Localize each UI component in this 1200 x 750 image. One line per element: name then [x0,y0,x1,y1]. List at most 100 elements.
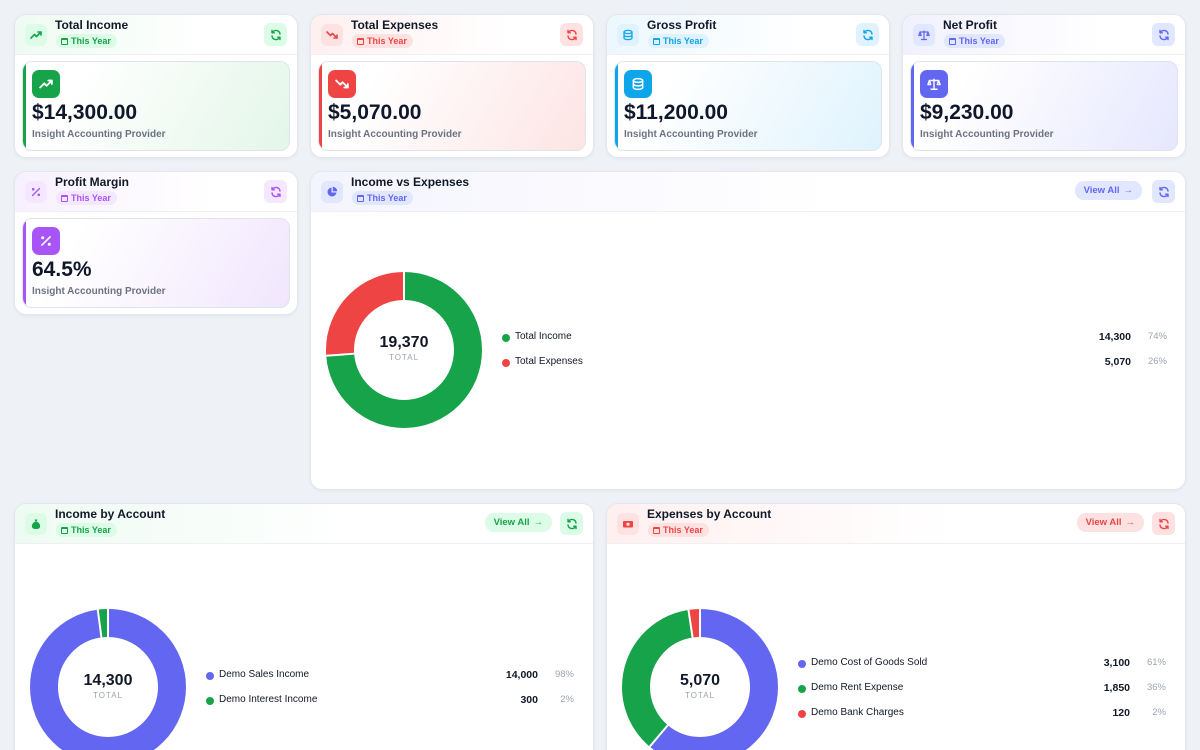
kpi-subtitle: Insight Accounting Provider [920,129,1054,140]
card-header: Net Profit This Year [903,15,1185,55]
scale-icon [913,24,935,46]
legend-percent: 26% [1147,356,1167,367]
donut-center: 14,300 TOTAL [68,672,148,700]
refresh-button[interactable] [264,23,287,46]
legend-value: 14,000 [505,669,538,681]
legend-item[interactable]: Total Expenses 5,070 26% [502,356,1167,370]
calendar-icon [61,194,68,202]
donut-total-label: TOTAL [684,691,716,700]
legend-value: 14,300 [1098,331,1131,343]
refresh-button[interactable] [1152,512,1175,535]
kpi-stat-box: $9,230.00 Insight Accounting Provider [910,61,1178,151]
badge-label: This Year [367,36,407,46]
legend-item[interactable]: Demo Interest Income 300 2% [206,694,574,708]
view-all-button[interactable]: View All → [1074,181,1142,200]
period-badge[interactable]: This Year [944,34,1005,48]
legend-item[interactable]: Demo Bank Charges 120 2% [798,707,1166,721]
calendar-icon [949,37,956,45]
badge-label: This Year [663,36,703,46]
legend-name: Demo Bank Charges [811,707,904,718]
donut-chart [30,609,186,750]
refresh-button[interactable] [560,23,583,46]
donut-separator-1 [96,609,103,638]
card-header: Total Expenses This Year [311,15,593,55]
pie-chart-icon [321,181,343,203]
refresh-icon [270,29,281,40]
legend-percent: 98% [554,669,574,680]
refresh-icon [1158,186,1169,197]
legend-value: 1,850 [1103,682,1130,694]
kpi-value: 64.5% [32,258,92,281]
legend-value: 120 [1112,707,1130,719]
legend-item[interactable]: Demo Cost of Goods Sold 3,100 61% [798,657,1166,671]
legend-name: Total Expenses [515,356,583,367]
kpi-stat-box: $14,300.00 Insight Accounting Provider [22,61,290,151]
card-header: Income vs Expenses This Year View All → [311,172,1185,212]
legend-name: Demo Rent Expense [811,682,904,693]
refresh-button[interactable] [1152,23,1175,46]
legend-dot [206,697,214,705]
refresh-button[interactable] [560,512,583,535]
refresh-button[interactable] [856,23,879,46]
period-badge[interactable]: This Year [56,34,117,48]
period-badge[interactable]: This Year [352,191,413,205]
view-all-button[interactable]: View All → [1076,513,1144,532]
accent-bar [23,219,26,307]
view-all-button[interactable]: View All → [484,513,552,532]
period-badge[interactable]: This Year [352,34,413,48]
legend-dot [798,710,806,718]
calendar-icon [653,37,660,45]
calendar-icon [653,526,660,534]
kpi-stat-box: $11,200.00 Insight Accounting Provider [614,61,882,151]
card-title: Profit Margin [55,175,129,189]
card-header: Income by Account This Year View All → [15,504,593,544]
card-title: Income vs Expenses [351,175,470,189]
refresh-icon [1158,29,1169,40]
kpi-card-profit-margin: Profit Margin This Year 64.5% Insight Ac… [14,171,298,315]
scale-icon [920,70,948,98]
arrow-right-icon: → [533,517,544,528]
kpi-value: $9,230.00 [920,101,1014,124]
kpi-value: $14,300.00 [32,101,138,124]
refresh-button[interactable] [264,180,287,203]
refresh-icon [566,518,577,529]
donut-separator-2 [687,609,694,638]
income-vs-expenses-card: Income vs Expenses This Year View All → 1… [310,171,1186,490]
period-badge[interactable]: This Year [56,523,117,537]
accent-bar [911,62,914,150]
legend-percent: 74% [1147,331,1167,342]
legend-dot [206,672,214,680]
card-header: Gross Profit This Year [607,15,889,55]
refresh-button[interactable] [1152,180,1175,203]
badge-label: This Year [71,525,111,535]
period-badge[interactable]: This Year [648,523,709,537]
kpi-card-gross-profit: Gross Profit This Year $11,200.00 Insigh… [606,14,890,158]
kpi-card-total-expenses: Total Expenses This Year $5,070.00 Insig… [310,14,594,158]
legend-value: 5,070 [1104,356,1131,368]
donut-center: 5,070 TOTAL [660,672,740,700]
donut-total-value: 5,070 [679,672,721,689]
legend-item[interactable]: Total Income 14,300 74% [502,331,1167,345]
accent-bar [615,62,618,150]
donut-segment-1[interactable] [622,609,778,750]
legend-name: Demo Interest Income [219,694,318,705]
period-badge[interactable]: This Year [56,191,117,205]
legend-item[interactable]: Demo Sales Income 14,000 98% [206,669,574,683]
period-badge[interactable]: This Year [648,34,709,48]
donut-chart [622,609,778,750]
badge-label: This Year [71,36,111,46]
legend-name: Demo Cost of Goods Sold [811,657,928,668]
arrow-right-icon: → [1125,517,1136,528]
refresh-icon [566,29,577,40]
legend-item[interactable]: Demo Rent Expense 1,850 36% [798,682,1166,696]
accent-bar [23,62,26,150]
kpi-stat-box: $5,070.00 Insight Accounting Provider [318,61,586,151]
donut-total-value: 19,370 [379,334,429,351]
card-title: Expenses by Account [647,507,772,521]
legend-name: Total Income [515,331,572,342]
percent-icon [25,181,47,203]
card-title: Net Profit [943,18,997,32]
badge-label: This Year [367,193,407,203]
badge-label: This Year [663,525,703,535]
card-header: Total Income This Year [15,15,297,55]
